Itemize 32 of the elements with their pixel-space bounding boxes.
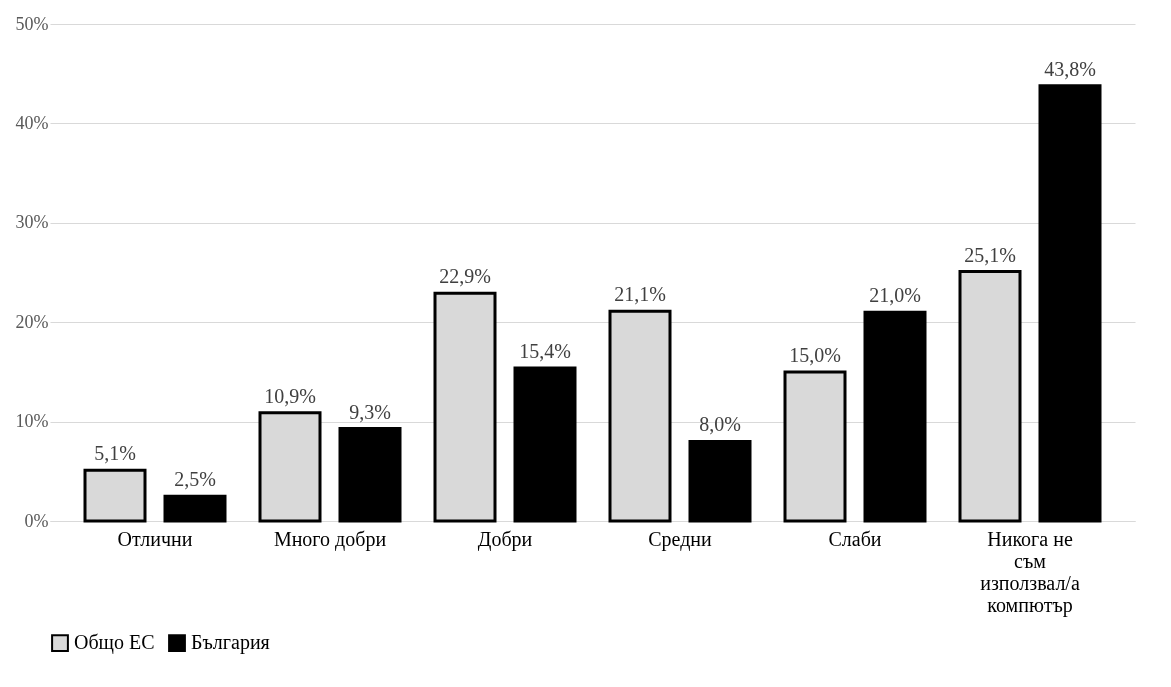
data-label: 15,0% <box>789 343 841 366</box>
y-tick-label: 30% <box>15 212 49 233</box>
data-label: 25,1% <box>964 243 1016 266</box>
data-label: 22,9% <box>439 265 491 288</box>
x-tick-label: Слаби <box>828 527 882 550</box>
legend-label: Общо ЕС <box>74 631 155 655</box>
x-tick-label: Отлични <box>117 527 193 550</box>
data-label: 15,4% <box>519 339 571 362</box>
data-label: 2,5% <box>174 468 216 491</box>
data-label: 21,1% <box>614 283 666 306</box>
y-tick-label: 40% <box>15 112 49 133</box>
bar <box>338 427 402 523</box>
y-tick-label: 50% <box>15 13 49 34</box>
data-label: 8,0% <box>699 413 741 436</box>
x-tick-label: Никога не съм използвал/а компютър <box>980 527 1080 617</box>
y-tick-label: 0% <box>24 510 49 531</box>
data-label: 43,8% <box>1044 57 1096 80</box>
x-tick-label: Средни <box>648 527 713 551</box>
y-tick-label: 20% <box>15 311 49 332</box>
data-label: 9,3% <box>349 400 391 423</box>
bar <box>513 366 577 523</box>
data-label: 10,9% <box>264 384 316 407</box>
x-tick-label: Много добри <box>273 527 387 551</box>
bar <box>863 310 927 523</box>
bar <box>688 439 752 523</box>
bar <box>163 494 227 523</box>
y-tick-label: 10% <box>15 411 49 432</box>
legend-label: България <box>191 631 270 655</box>
bar <box>1038 84 1102 523</box>
x-tick-label: Добри <box>477 527 533 551</box>
data-label: 21,0% <box>869 284 921 307</box>
data-label: 5,1% <box>94 442 136 465</box>
